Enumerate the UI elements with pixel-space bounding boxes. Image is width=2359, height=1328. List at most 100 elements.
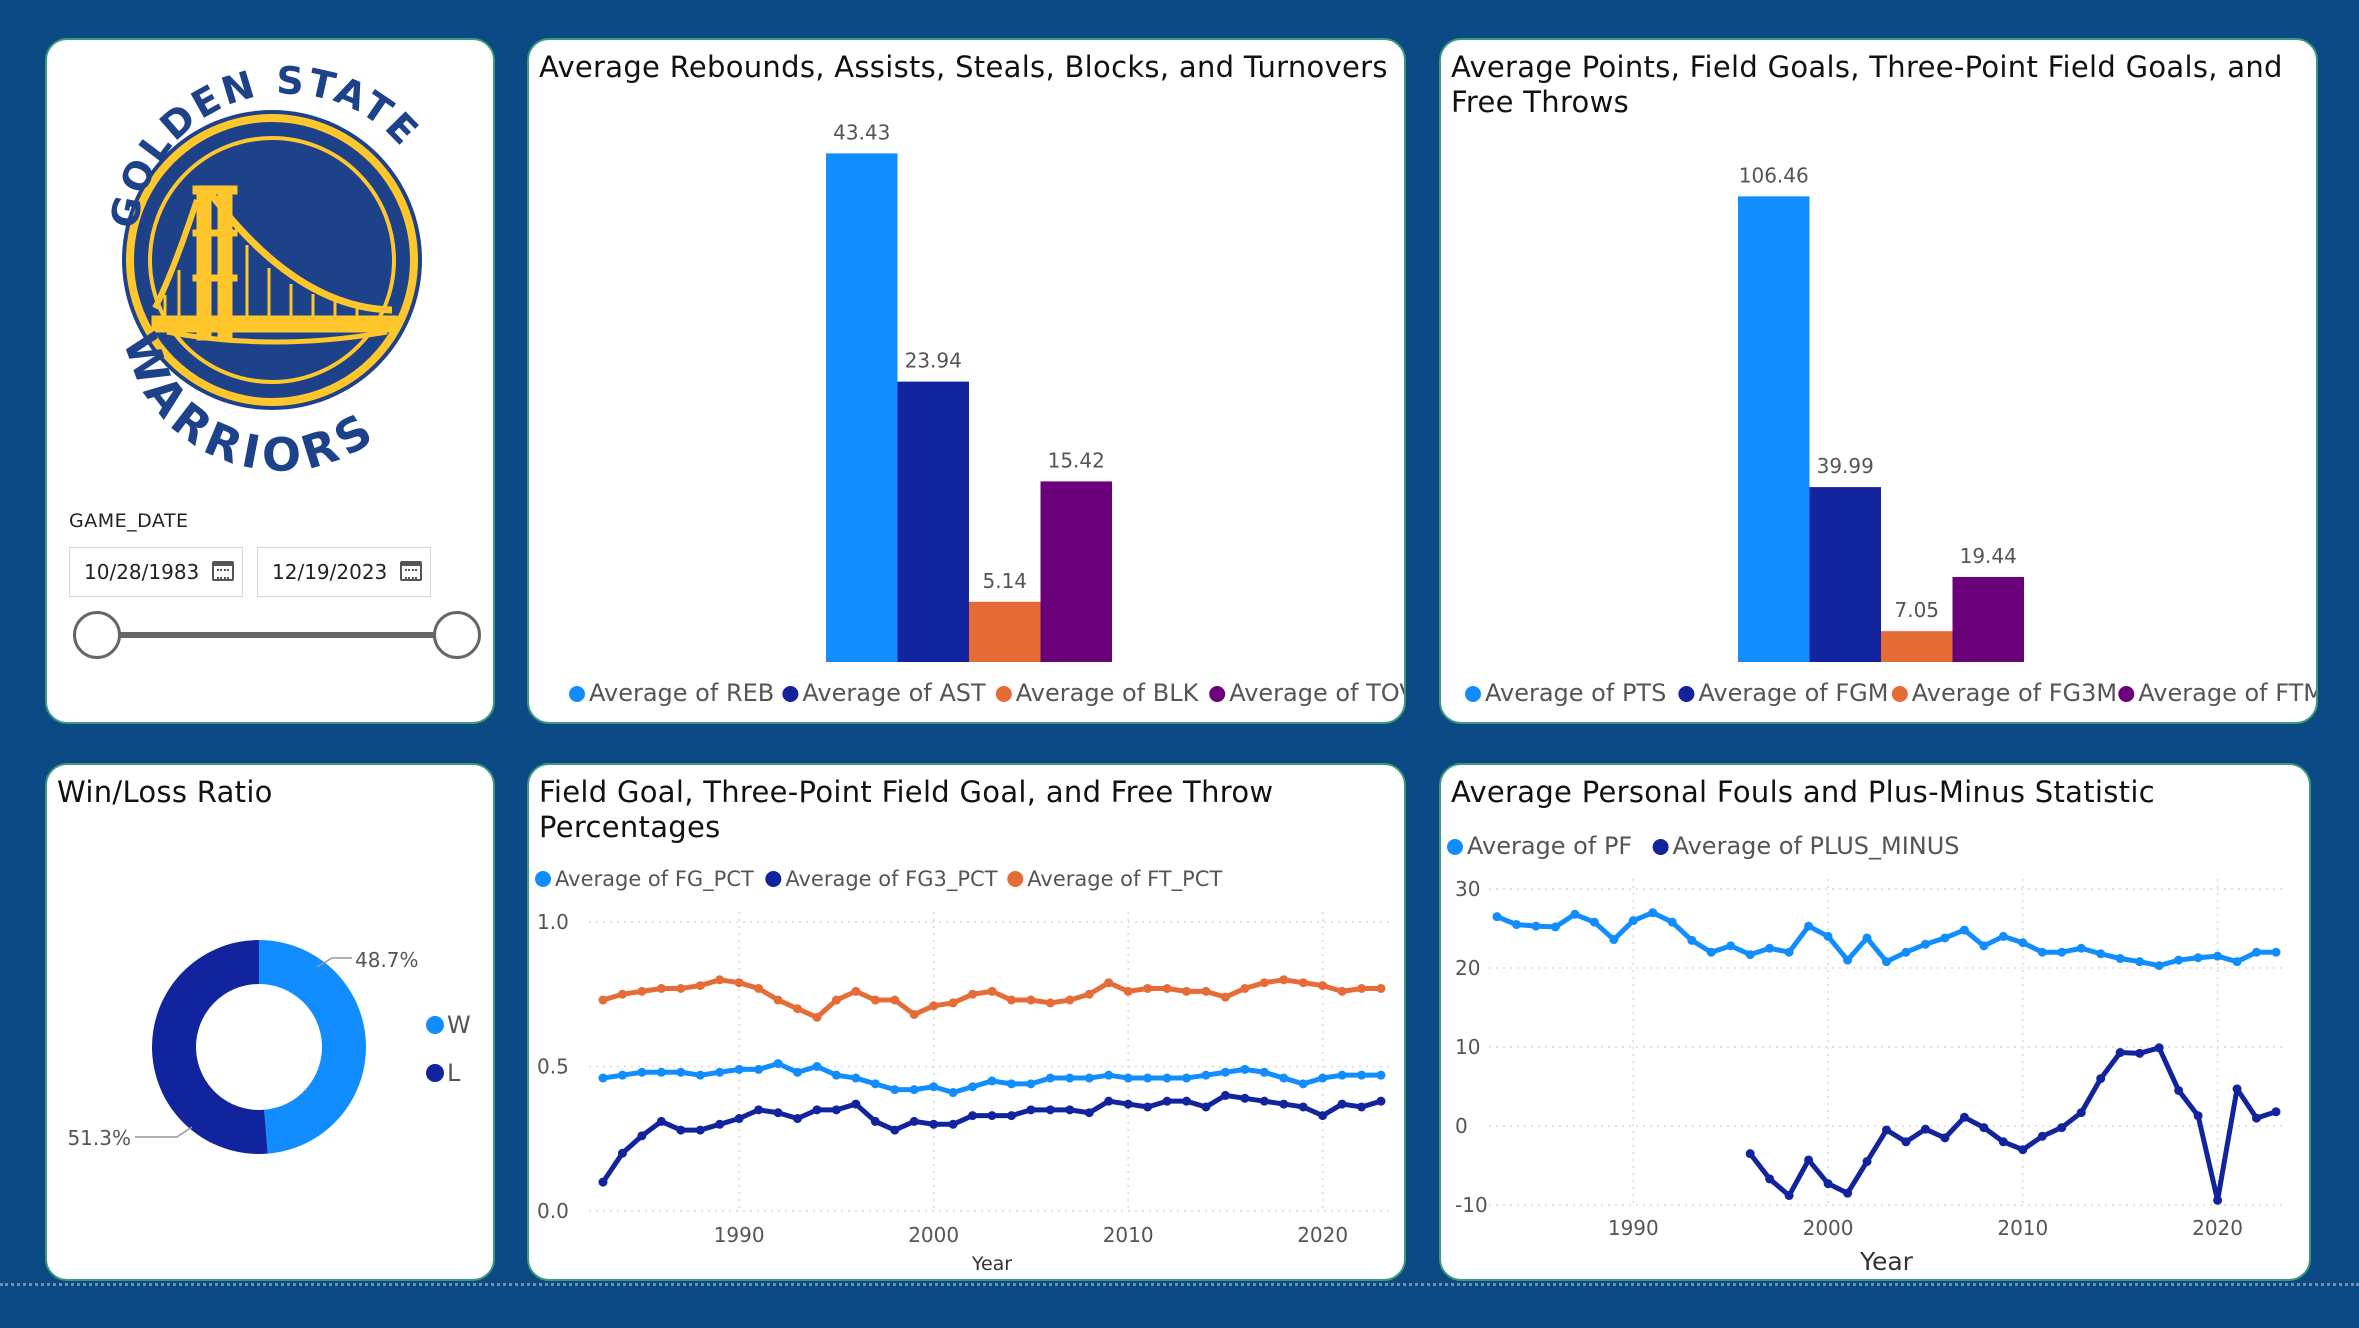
data-point <box>1201 1070 1211 1080</box>
data-point <box>929 1001 939 1011</box>
data-point <box>1901 1137 1911 1147</box>
data-point <box>676 1125 686 1135</box>
data-point <box>1298 1079 1308 1089</box>
legend-label: Average of FT_PCT <box>1027 867 1222 892</box>
calendar-icon[interactable] <box>400 561 422 581</box>
end-date-input[interactable]: 12/19/2023 <box>257 547 431 597</box>
data-point <box>1862 1157 1872 1167</box>
slider-start-handle[interactable] <box>73 611 121 659</box>
slider-end-handle[interactable] <box>433 611 481 659</box>
bar-chart-card-2: Average Points, Field Goals, Three-Point… <box>1439 38 2318 724</box>
x-tick-label: 2020 <box>2192 1216 2243 1240</box>
data-point <box>1745 1149 1755 1159</box>
data-point <box>1084 1073 1094 1083</box>
data-point <box>1220 1090 1230 1100</box>
data-point <box>754 983 764 993</box>
data-point <box>1920 1124 1930 1134</box>
bar <box>897 381 969 662</box>
data-point <box>1240 1093 1250 1103</box>
data-point <box>656 983 666 993</box>
legend-label: Average of REB <box>589 679 774 707</box>
legend-marker <box>765 871 782 887</box>
data-point <box>948 1088 958 1098</box>
x-tick-label: 2010 <box>1997 1216 2048 1240</box>
data-point <box>2096 1074 2106 1084</box>
data-point <box>2135 1048 2145 1058</box>
data-point <box>754 1064 764 1074</box>
data-label: 43.43 <box>833 120 890 144</box>
data-point <box>2252 947 2262 957</box>
data-point <box>870 995 880 1005</box>
data-point <box>1104 1096 1114 1106</box>
start-date-input[interactable]: 10/28/1983 <box>69 547 243 597</box>
data-point <box>637 986 647 996</box>
y-tick-label: 0.5 <box>537 1055 569 1079</box>
line-chart-card-fouls: Average Personal Fouls and Plus-Minus St… <box>1439 763 2311 1281</box>
data-point <box>1531 921 1541 931</box>
legend-label: Average of FG3M <box>1912 679 2117 707</box>
data-point <box>1609 935 1619 945</box>
legend-marker <box>995 686 1012 702</box>
data-point <box>1143 1073 1153 1083</box>
data-point <box>1784 1191 1794 1201</box>
chart-title: Win/Loss Ratio <box>57 775 273 809</box>
data-point <box>1706 947 1716 957</box>
data-point <box>1026 1105 1036 1115</box>
data-point <box>812 1012 822 1022</box>
data-point <box>598 1177 608 1187</box>
data-point <box>1492 912 1502 922</box>
data-point <box>2018 938 2028 948</box>
legend-label: Average of FG3_PCT <box>785 867 997 892</box>
data-point <box>1162 983 1172 993</box>
data-point <box>1045 998 1055 1008</box>
data-point <box>1123 1099 1133 1109</box>
data-point <box>617 989 627 999</box>
data-point <box>1065 1105 1075 1115</box>
data-point <box>617 1148 627 1158</box>
legend-marker <box>1007 871 1024 887</box>
data-point <box>2037 947 2047 957</box>
data-point <box>1182 1096 1191 1106</box>
data-point <box>1940 1133 1950 1143</box>
data-point <box>2271 947 2281 957</box>
data-label: 5.14 <box>982 569 1027 593</box>
data-point <box>870 1079 880 1089</box>
data-point <box>1357 983 1367 993</box>
data-point <box>1162 1073 1172 1083</box>
y-tick-label: 10 <box>1455 1035 1480 1059</box>
calendar-icon[interactable] <box>212 561 234 581</box>
legend-marker <box>1891 686 1908 702</box>
data-label: 51.3% <box>67 1126 131 1150</box>
data-point <box>773 1108 783 1118</box>
data-point <box>2076 943 2086 953</box>
data-point <box>637 1131 647 1141</box>
legend-label: Average of PLUS_MINUS <box>1673 832 1960 860</box>
y-tick-label: 30 <box>1455 877 1480 901</box>
chart-title: Field Goal, Three-Point Field Goal, and … <box>539 775 1274 844</box>
data-point <box>1259 1096 1269 1106</box>
series-line <box>600 1092 1382 1184</box>
bar <box>969 601 1041 662</box>
data-point <box>909 1116 919 1126</box>
data-point <box>1201 986 1211 996</box>
data-point <box>1045 1105 1055 1115</box>
data-point <box>1006 1079 1016 1089</box>
data-point <box>1882 957 1891 967</box>
data-point <box>1550 922 1560 932</box>
y-tick-label: 0.0 <box>537 1199 569 1223</box>
data-point <box>1628 916 1638 926</box>
legend-marker <box>1652 839 1669 855</box>
data-point <box>2193 953 2203 963</box>
legend-marker <box>535 871 551 887</box>
data-point <box>1104 978 1114 988</box>
date-range-slider-track[interactable] <box>97 632 457 638</box>
legend-marker <box>1678 686 1695 702</box>
data-point <box>1784 947 1794 957</box>
bar-chart-points-field-goals: 106.46 39.99 7.05 19.44 Average of PTS Averag… <box>1465 163 2316 707</box>
data-point <box>1201 1102 1211 1112</box>
data-point <box>734 1064 744 1074</box>
data-point <box>1026 1079 1036 1089</box>
data-point <box>695 1125 705 1135</box>
data-point <box>1823 931 1833 941</box>
legend-marker <box>426 1064 444 1082</box>
